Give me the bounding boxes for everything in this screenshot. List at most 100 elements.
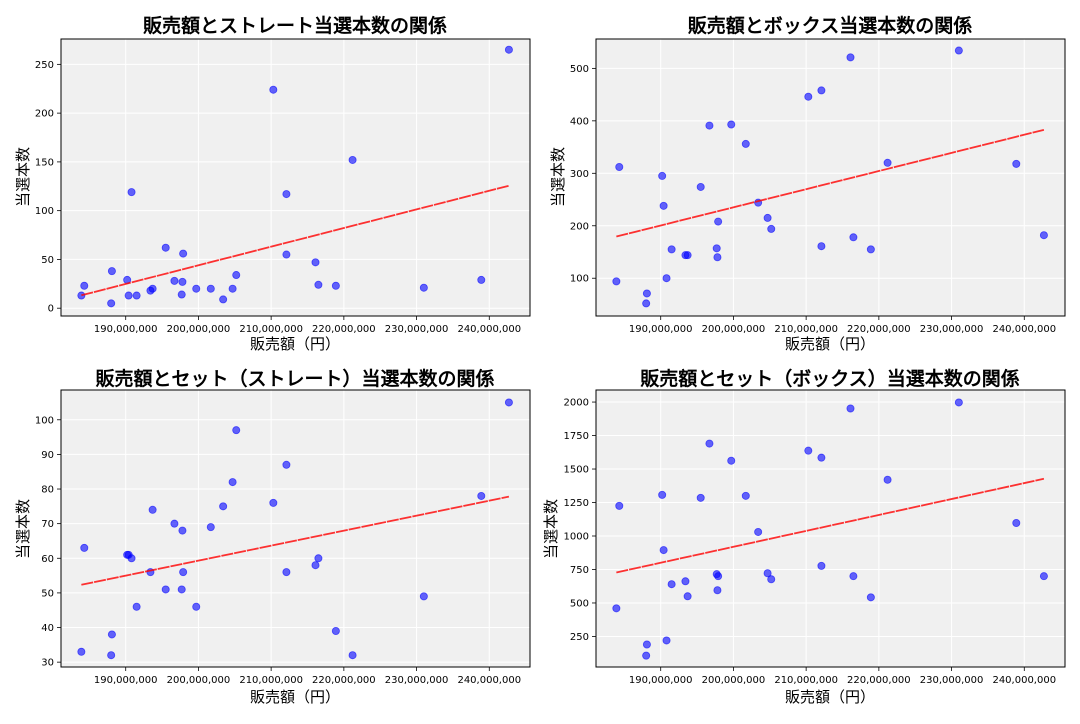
x-tick-label: 210,000,000 <box>774 675 838 686</box>
axes-background <box>596 390 1065 667</box>
y-tick-label: 200 <box>35 109 54 120</box>
data-point <box>348 651 357 660</box>
data-point <box>269 498 278 507</box>
data-point <box>705 121 714 130</box>
x-tick-label: 200,000,000 <box>167 675 231 686</box>
data-point <box>754 527 763 536</box>
data-point <box>219 502 228 511</box>
data-point <box>161 243 170 252</box>
y-tick-label: 100 <box>35 415 54 426</box>
data-point <box>1012 519 1021 528</box>
plot-area: 190,000,000 200,000,000 210,000,000 220,000… <box>570 38 1066 335</box>
data-point <box>612 277 621 286</box>
data-point <box>727 120 736 129</box>
data-point <box>179 568 188 577</box>
chart-title: 販売額とセット（ストレート）当選本数の関係 <box>95 367 494 390</box>
data-point <box>170 519 179 528</box>
y-tick-label: 0 <box>48 304 54 315</box>
subplot-set-box: 販売額とセット（ボックス）当選本数の関係 販売額（円） 当選本数 <box>542 367 1020 706</box>
data-point <box>866 245 875 254</box>
axes-background <box>61 390 530 667</box>
data-point <box>107 299 116 308</box>
data-point <box>477 491 486 500</box>
data-point <box>866 593 875 602</box>
x-tick-label: 240,000,000 <box>992 675 1056 686</box>
data-point <box>696 182 705 191</box>
data-point <box>662 274 671 283</box>
y-tick-label: 250 <box>570 632 589 643</box>
data-point <box>849 233 858 242</box>
subplot-set-straight: 販売額とセット（ストレート）当選本数の関係 販売額（円） 当選本数 <box>14 367 495 706</box>
x-tick-label: 220,000,000 <box>847 675 911 686</box>
data-point <box>314 554 323 563</box>
plot-area: 190,000,000 200,000,000 210,000,000 220,000… <box>35 389 531 686</box>
data-point <box>767 224 776 233</box>
y-axis-label: 当選本数 <box>549 147 567 207</box>
x-axis-label: 販売額（円） <box>785 688 875 706</box>
data-point <box>148 505 157 514</box>
data-point <box>804 446 813 455</box>
data-point <box>148 284 157 293</box>
data-point <box>477 275 486 284</box>
data-point <box>883 475 892 484</box>
y-tick-label: 1500 <box>564 465 589 476</box>
x-tick-label: 190,000,000 <box>629 324 693 335</box>
data-point <box>331 281 340 290</box>
data-point <box>419 283 428 292</box>
data-point <box>713 586 722 595</box>
y-tick-label: 90 <box>41 450 54 461</box>
x-tick-label: 230,000,000 <box>920 324 984 335</box>
data-point <box>659 201 668 210</box>
data-point <box>683 592 692 601</box>
x-tick-label: 210,000,000 <box>239 324 303 335</box>
x-tick-label: 230,000,000 <box>385 675 449 686</box>
y-tick-label: 200 <box>570 221 589 232</box>
y-tick-label: 250 <box>35 60 54 71</box>
data-point <box>713 253 722 262</box>
trend-line <box>81 184 510 297</box>
x-tick-label: 220,000,000 <box>312 675 376 686</box>
data-point <box>662 636 671 645</box>
y-axis-label: 当選本数 <box>14 499 32 559</box>
x-tick-label: 190,000,000 <box>629 675 693 686</box>
data-point <box>177 585 186 594</box>
y-tick-label: 1000 <box>564 532 589 543</box>
trend-line <box>616 477 1045 574</box>
y-tick-label: 100 <box>570 274 589 285</box>
x-axis-label: 販売額（円） <box>250 688 340 706</box>
trend-line <box>81 495 510 586</box>
data-point <box>228 284 237 293</box>
y-tick-label: 1750 <box>564 431 589 442</box>
x-tick-label: 230,000,000 <box>385 324 449 335</box>
chart-title: 販売額とストレート当選本数の関係 <box>143 14 447 37</box>
data-point <box>681 577 690 586</box>
data-point <box>192 602 201 611</box>
axes-frame <box>595 38 1066 317</box>
y-tick-label: 100 <box>35 206 54 217</box>
data-point <box>282 460 291 469</box>
data-point <box>107 651 116 660</box>
data-point <box>178 526 187 535</box>
x-tick-label: 210,000,000 <box>239 675 303 686</box>
chart-title: 販売額とボックス当選本数の関係 <box>688 14 972 37</box>
subplot-straight: 販売額とストレート当選本数の関係 販売額（円） 当選本数 <box>14 14 447 353</box>
data-point <box>228 478 237 487</box>
data-point <box>817 86 826 95</box>
data-point <box>177 290 186 299</box>
data-point <box>504 45 513 54</box>
data-point <box>954 46 963 55</box>
y-tick-label: 60 <box>41 554 54 565</box>
data-point <box>658 171 667 180</box>
data-point <box>817 561 826 570</box>
axes-frame <box>60 389 531 668</box>
data-point <box>80 281 89 290</box>
y-tick-label: 30 <box>41 658 54 669</box>
data-point <box>504 398 513 407</box>
y-tick-label: 150 <box>35 157 54 168</box>
x-tick-label: 230,000,000 <box>920 675 984 686</box>
x-tick-label: 240,000,000 <box>457 675 521 686</box>
data-point <box>846 404 855 413</box>
chart-title: 販売額とセット（ボックス）当選本数の関係 <box>640 367 1019 390</box>
data-point <box>179 249 188 258</box>
data-point <box>161 585 170 594</box>
